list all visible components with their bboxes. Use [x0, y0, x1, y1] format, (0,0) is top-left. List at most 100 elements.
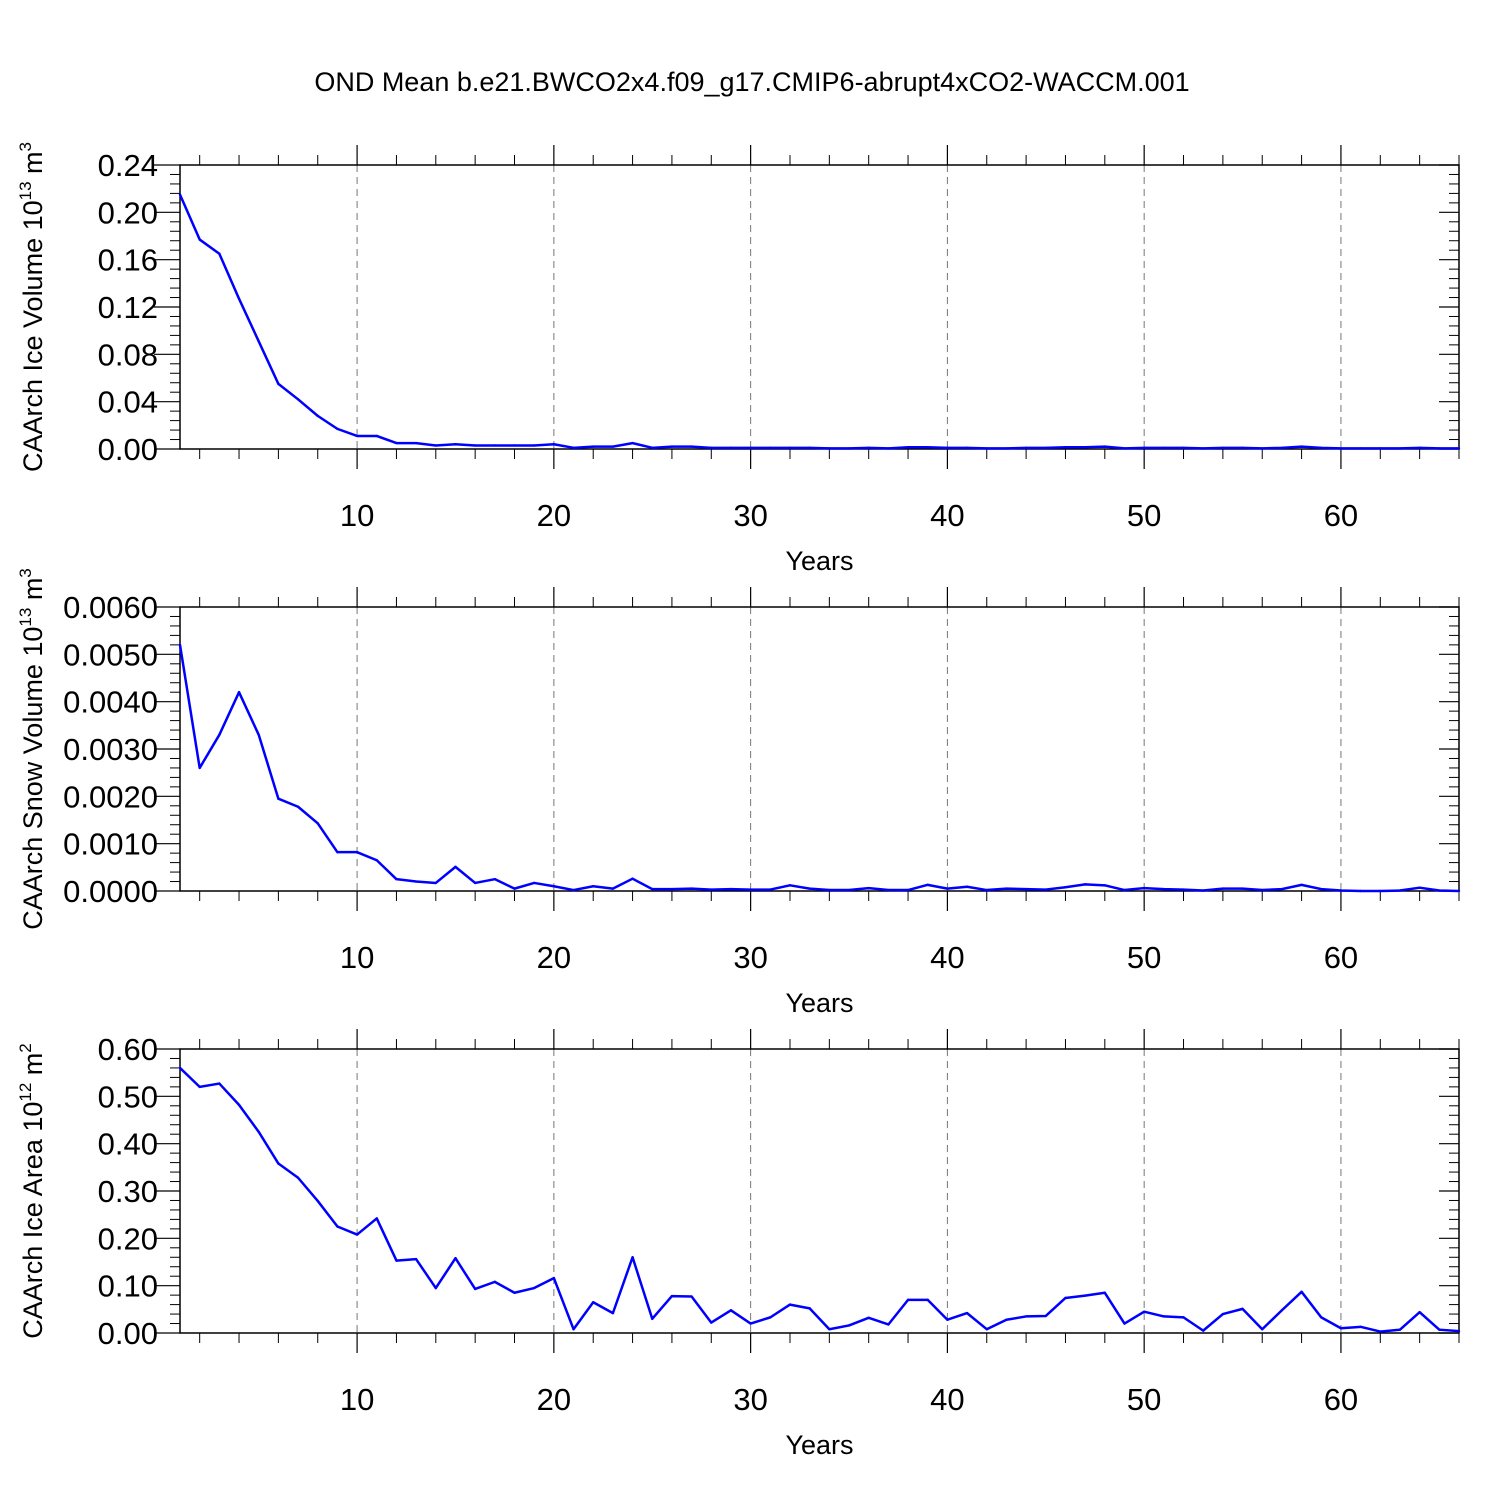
- x-tick-label: 60: [1324, 1382, 1358, 1417]
- data-point: [454, 443, 457, 446]
- data-point: [1083, 883, 1087, 886]
- data-point: [729, 1309, 733, 1312]
- data-point: [808, 887, 811, 890]
- data-point: [906, 446, 910, 449]
- plot-frame: [179, 164, 1460, 450]
- y-tick-label: 0.40: [98, 1127, 158, 1162]
- data-point: [473, 444, 477, 447]
- data-point: [769, 1316, 772, 1319]
- data-point: [1261, 888, 1264, 892]
- data-point: [316, 1199, 319, 1203]
- data-point: [198, 1085, 201, 1089]
- x-tick-label: 40: [930, 498, 964, 533]
- data-point: [1221, 1312, 1225, 1316]
- data-point: [414, 1257, 418, 1261]
- data-point: [1359, 889, 1362, 893]
- data-point: [887, 888, 890, 892]
- data-point: [1044, 446, 1047, 450]
- data-point: [906, 1298, 910, 1302]
- y-tick-label: 0.0050: [63, 637, 158, 672]
- data-point: [1221, 446, 1225, 450]
- data-point: [946, 887, 949, 890]
- data-point: [611, 445, 615, 448]
- data-point: [1280, 887, 1284, 891]
- data-point: [395, 441, 398, 445]
- series-line: [178, 194, 1459, 450]
- data-point: [277, 797, 280, 800]
- data-point: [355, 850, 359, 854]
- data-point: [355, 1233, 359, 1236]
- data-point: [1064, 446, 1067, 449]
- x-tick-label: 10: [340, 940, 374, 975]
- data-point: [965, 1311, 969, 1315]
- data-point: [887, 447, 890, 450]
- data-point: [178, 193, 182, 196]
- data-point: [513, 444, 516, 447]
- data-point: [414, 880, 418, 883]
- data-point: [532, 881, 536, 885]
- data-point: [1379, 447, 1382, 450]
- data-point: [336, 850, 339, 854]
- data-point: [749, 888, 752, 891]
- data-point: [1261, 1328, 1264, 1331]
- data-point: [473, 881, 477, 885]
- data-point: [414, 441, 418, 445]
- data-point: [1339, 889, 1343, 892]
- data-point: [1438, 447, 1441, 450]
- data-point: [690, 887, 693, 890]
- data-point: [985, 888, 988, 892]
- data-point: [1005, 1318, 1008, 1321]
- data-point: [395, 1259, 398, 1262]
- data-point: [532, 444, 536, 447]
- data-point: [1320, 1316, 1323, 1319]
- data-point: [651, 887, 654, 891]
- data-point: [926, 883, 929, 887]
- data-point: [828, 447, 831, 450]
- data-point: [1379, 889, 1382, 893]
- data-point: [277, 382, 280, 386]
- x-tick-label: 60: [1324, 940, 1358, 975]
- data-point: [1123, 1322, 1126, 1325]
- data-point: [296, 398, 300, 401]
- x-tick-label: 20: [537, 1382, 571, 1417]
- chart-title: OND Mean b.e21.BWCO2x4.f09_g17.CMIP6-abr…: [314, 67, 1189, 97]
- data-point: [1418, 446, 1421, 450]
- data-point: [493, 1280, 497, 1284]
- y-axis-label: CAArch Snow Volume 1013 m3: [16, 568, 48, 930]
- data-point: [1024, 887, 1028, 891]
- panel-ice-area: 10 20 30 40 50 60 0.00 0.10 0.20 0.30 0.40 0.50 0.60…: [16, 1029, 1461, 1460]
- data-point: [1182, 1316, 1185, 1319]
- data-point: [670, 445, 674, 448]
- data-point: [690, 445, 693, 448]
- data-point: [218, 252, 221, 255]
- data-point: [1064, 886, 1067, 889]
- data-point: [1202, 1329, 1205, 1332]
- data-point: [316, 414, 319, 418]
- data-point: [1359, 447, 1362, 450]
- data-point: [1359, 1325, 1362, 1329]
- x-tick-label: 20: [537, 940, 571, 975]
- data-point: [375, 434, 378, 438]
- data-point: [277, 1162, 280, 1165]
- data-point: [926, 1298, 929, 1302]
- data-point: [592, 1301, 595, 1304]
- y-tick-label: 0.08: [98, 337, 158, 372]
- plot-frame: [179, 1048, 1460, 1334]
- data-point: [1339, 1327, 1343, 1330]
- data-point: [828, 888, 831, 892]
- data-point: [1044, 888, 1047, 891]
- data-point: [1182, 446, 1185, 450]
- data-point: [867, 886, 870, 890]
- data-point: [1438, 889, 1441, 892]
- x-axis-label: Years: [785, 1430, 853, 1460]
- y-tick-label: 0.24: [98, 148, 158, 183]
- data-point: [473, 1287, 477, 1291]
- x-tick-label: 10: [340, 498, 374, 533]
- data-point: [1083, 1294, 1087, 1297]
- data-point: [355, 434, 359, 438]
- data-point: [552, 1276, 556, 1280]
- data-point: [1339, 447, 1343, 450]
- y-axis-label: CAArch Ice Area 1012 m2: [16, 1043, 48, 1339]
- data-point: [296, 1176, 300, 1179]
- data-point: [237, 297, 241, 300]
